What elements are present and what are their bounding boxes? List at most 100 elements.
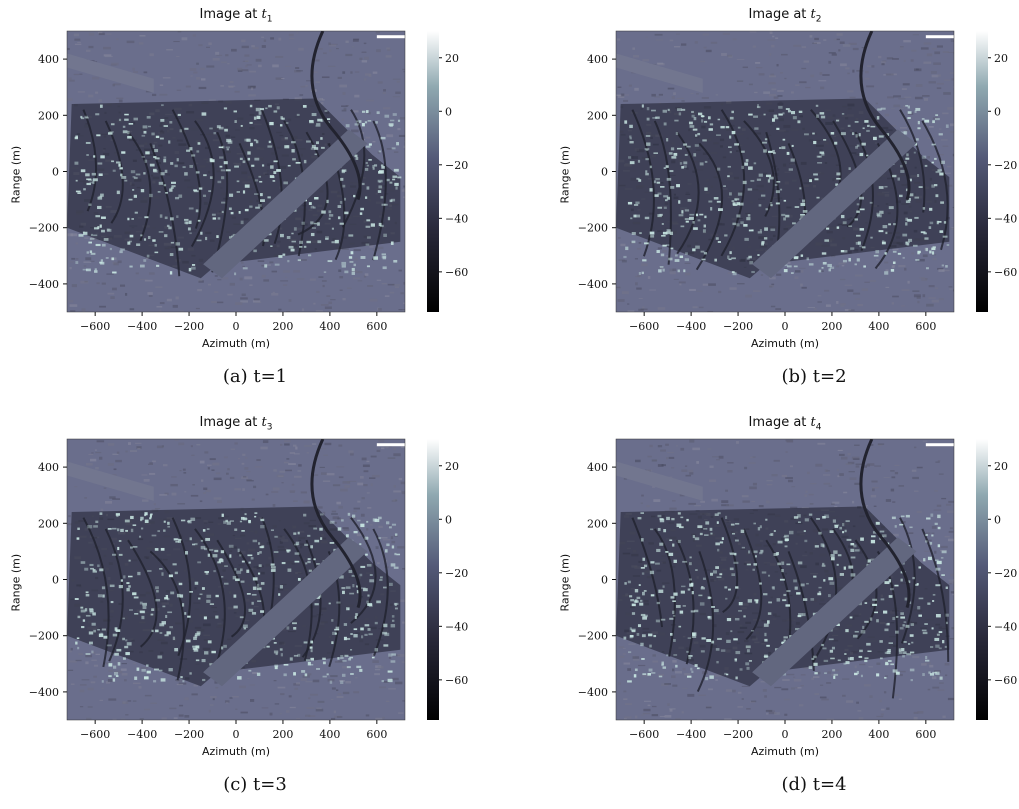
speckle <box>247 678 249 679</box>
speckle <box>745 295 752 298</box>
bright-scatterer <box>173 637 175 640</box>
speckle <box>234 488 241 490</box>
bright-scatterer <box>716 134 721 136</box>
bright-scatterer <box>250 143 253 146</box>
speckle <box>672 669 674 672</box>
bright-scatterer <box>155 244 157 247</box>
speckle <box>347 481 349 483</box>
speckle <box>935 287 938 289</box>
bright-scatterer <box>678 270 680 273</box>
bright-scatterer <box>331 241 334 243</box>
speckle <box>881 63 884 65</box>
speckle <box>751 501 755 502</box>
bright-scatterer <box>734 553 736 556</box>
bright-scatterer <box>641 538 644 541</box>
bright-scatterer <box>900 170 904 173</box>
speckle <box>283 284 287 286</box>
bright-scatterer <box>651 110 656 112</box>
bright-scatterer <box>375 519 380 522</box>
speckle <box>836 265 839 267</box>
speckle <box>393 79 401 80</box>
speckle <box>791 91 794 93</box>
bright-scatterer <box>91 253 96 255</box>
speckle <box>894 465 899 466</box>
speckle <box>200 500 202 502</box>
speckle <box>674 46 680 47</box>
bright-scatterer <box>107 229 111 232</box>
bright-scatterer <box>730 553 735 555</box>
bright-scatterer <box>933 246 936 248</box>
y-tick-label: 400 <box>38 53 59 66</box>
speckle <box>919 560 927 561</box>
bright-scatterer <box>923 232 926 234</box>
bright-scatterer <box>154 669 159 671</box>
speckle <box>261 265 264 267</box>
speckle <box>290 707 296 708</box>
bright-scatterer <box>380 225 384 227</box>
bright-scatterer <box>910 652 914 654</box>
bright-scatterer <box>786 564 790 566</box>
bright-scatterer <box>693 153 696 156</box>
bright-scatterer <box>355 616 357 619</box>
bright-scatterer <box>688 657 691 659</box>
speckle <box>399 270 402 272</box>
bright-scatterer <box>764 633 766 636</box>
speckle <box>954 52 959 54</box>
bright-scatterer <box>905 242 907 245</box>
bright-scatterer <box>907 219 912 222</box>
bright-scatterer <box>164 234 167 237</box>
bright-scatterer <box>338 205 342 208</box>
bright-scatterer <box>820 112 825 114</box>
speckle <box>271 491 278 493</box>
bright-scatterer <box>929 226 932 229</box>
speckle <box>668 88 675 90</box>
speckle <box>814 38 819 40</box>
speckle <box>108 463 114 466</box>
bright-scatterer <box>312 113 317 116</box>
bright-scatterer <box>224 129 228 132</box>
speckle <box>669 708 675 709</box>
speckle <box>274 680 277 681</box>
speckle <box>902 88 907 90</box>
speckle <box>394 151 398 153</box>
bright-scatterer <box>820 152 825 154</box>
bright-scatterer <box>303 105 307 108</box>
speckle <box>331 699 334 700</box>
bright-scatterer <box>942 264 944 266</box>
bright-scatterer <box>728 166 731 168</box>
bright-scatterer <box>663 529 666 532</box>
speckle <box>689 440 694 443</box>
bright-scatterer <box>168 140 170 143</box>
bright-scatterer <box>152 535 157 537</box>
bright-scatterer <box>800 214 805 216</box>
speckle <box>738 692 742 694</box>
speckle <box>652 661 658 663</box>
bright-scatterer <box>354 628 358 630</box>
bright-scatterer <box>234 166 239 168</box>
speckle <box>284 312 289 315</box>
speckle <box>196 308 200 309</box>
bright-scatterer <box>316 563 320 565</box>
x-tick-label: 600 <box>366 320 387 333</box>
speckle <box>912 477 919 479</box>
speckle <box>392 678 399 680</box>
bright-scatterer <box>295 552 300 554</box>
speckle <box>141 667 148 669</box>
speckle <box>231 449 236 450</box>
bright-scatterer <box>299 246 303 248</box>
speckle <box>746 708 750 710</box>
bright-scatterer <box>720 541 723 543</box>
bright-scatterer <box>833 676 835 679</box>
speckle <box>284 462 289 464</box>
speckle <box>690 93 693 94</box>
speckle <box>947 510 954 513</box>
bright-scatterer <box>304 246 306 248</box>
speckle <box>771 284 774 285</box>
bright-scatterer <box>726 126 729 128</box>
speckle <box>928 297 935 298</box>
bright-scatterer <box>178 248 183 251</box>
bright-scatterer <box>884 629 888 632</box>
bright-scatterer <box>260 108 264 110</box>
speckle <box>370 299 378 302</box>
speckle <box>286 710 290 713</box>
